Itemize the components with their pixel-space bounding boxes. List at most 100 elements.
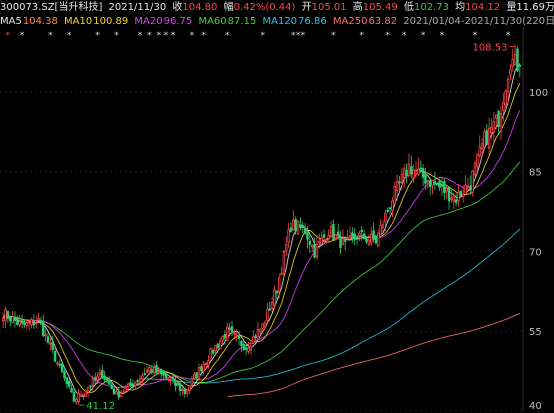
candle-body [240, 340, 243, 346]
candle-body [254, 335, 257, 339]
star-marker: * [95, 31, 100, 41]
candle-body [414, 170, 418, 175]
high-label: 高 [352, 2, 363, 13]
min-label: 41.12 [86, 401, 115, 412]
candle-body [169, 378, 172, 381]
y-tick-label: 40 [529, 401, 542, 412]
ma5-line [2, 63, 521, 398]
star-marker: * [260, 31, 265, 41]
candle-body [273, 289, 276, 306]
candle-body [511, 59, 514, 67]
candle-body [9, 316, 12, 322]
ma5-label: MA5 [0, 16, 22, 27]
star-marker: * [225, 31, 230, 41]
candle-body [49, 342, 52, 345]
candle-body [93, 377, 97, 381]
candle-body [438, 180, 441, 188]
candle-body [259, 328, 262, 333]
low-label: 低 [403, 2, 414, 13]
candle-body [294, 218, 297, 232]
candle-body [412, 169, 415, 179]
star-marker: * [291, 31, 296, 41]
candle-body [226, 326, 229, 341]
candle-body [341, 238, 345, 245]
max-label: 108.53 [472, 42, 507, 53]
candle-body [4, 309, 7, 321]
candle-body [320, 237, 323, 245]
star-marker: * [420, 31, 425, 41]
candle-body [270, 302, 274, 309]
stock-code: 300073.SZ[当升科技] [0, 2, 103, 13]
candle-body [419, 167, 422, 170]
date-range: 2021/01/04-2021/11/30(220日) [403, 16, 554, 27]
candle-body [129, 382, 132, 387]
candle-body [216, 343, 220, 348]
candle-body [457, 191, 460, 202]
candle-body [306, 232, 309, 240]
candle-body [461, 193, 465, 198]
candle-body [252, 336, 255, 344]
candle-body [230, 326, 234, 332]
star-marker: * [189, 31, 194, 41]
star-marker: * [5, 31, 10, 41]
candle-body [466, 185, 470, 188]
candle-body [157, 370, 161, 373]
candle-body [79, 394, 83, 397]
candle-body [261, 323, 264, 329]
change-value: 0.42%(0.44) [233, 2, 296, 13]
candle-body [82, 393, 85, 396]
candle-body [103, 375, 106, 380]
candle-body [60, 363, 64, 373]
ma-legend: MA5104.38 MA10100.89 MA2096.75 MA6087.15… [0, 15, 554, 29]
candle-body [70, 387, 73, 393]
candle-body [53, 350, 57, 362]
candle-body [485, 130, 489, 145]
candle-body [473, 162, 477, 176]
candle-body [235, 334, 238, 337]
close-value: 104.80 [182, 2, 218, 13]
candle-body [386, 209, 389, 212]
open-label: 开 [301, 2, 312, 13]
candle-body [344, 238, 347, 242]
candle-body [75, 399, 78, 403]
candle-body [228, 327, 231, 330]
candle-body [56, 362, 59, 365]
candle-body [23, 321, 26, 326]
candle-body [42, 320, 45, 337]
ma20-label: MA20 [134, 16, 163, 27]
candle-body [351, 232, 354, 237]
candle-body [405, 170, 408, 177]
candle-body [318, 241, 321, 244]
ma20-value: 96.75 [163, 16, 193, 27]
candle-body [1, 317, 5, 322]
candle-body [124, 387, 128, 392]
candle-body [266, 308, 269, 321]
candle-body [46, 336, 50, 343]
vol-label: 量 [506, 2, 517, 13]
candle-body [249, 345, 253, 351]
candle-body [289, 227, 293, 232]
candle-body [483, 131, 486, 148]
candle-body [280, 273, 283, 276]
candle-body [384, 212, 387, 222]
candle-body [476, 153, 479, 168]
candle-body [402, 168, 406, 178]
candle-body [119, 392, 123, 398]
candle-body [86, 387, 90, 393]
candle-body [492, 121, 496, 133]
candle-body [112, 388, 116, 395]
candle-body [292, 219, 295, 231]
candle-body [381, 224, 385, 228]
candle-body [459, 190, 463, 197]
candle-body [353, 233, 356, 240]
candle-body [277, 277, 281, 293]
candle-body [506, 79, 510, 93]
candle-body [480, 143, 484, 150]
star-marker: * [137, 31, 142, 41]
candle-body [426, 180, 430, 183]
candle-body [499, 112, 503, 132]
candle-body [388, 207, 392, 210]
candle-body [308, 240, 312, 246]
candle-body [346, 237, 349, 240]
